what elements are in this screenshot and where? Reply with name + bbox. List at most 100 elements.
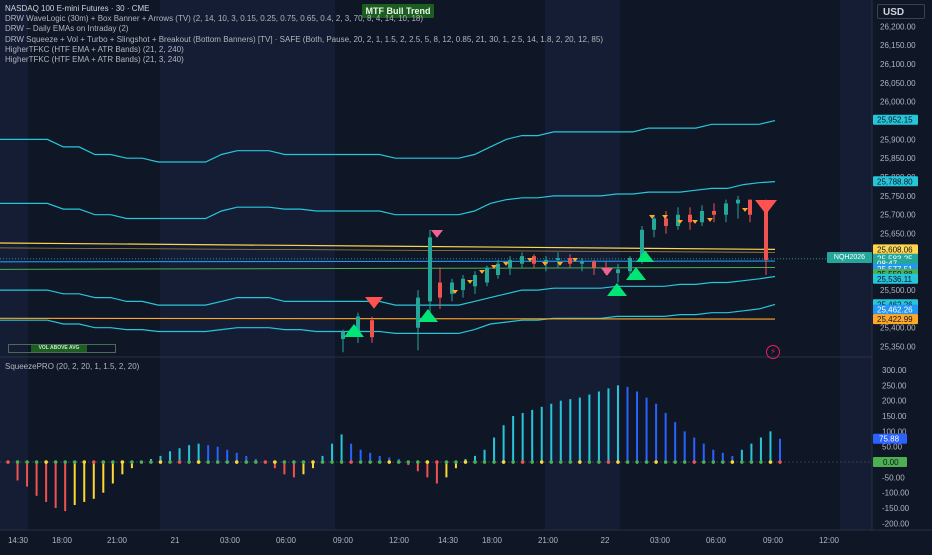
candle-body[interactable] [496,263,500,276]
candle-body[interactable] [438,282,442,298]
candle-body[interactable] [428,237,432,302]
price-label-box [873,176,918,187]
squeeze-dot [520,460,525,464]
candle-body[interactable] [712,210,716,215]
candle-body[interactable] [640,229,644,260]
candle-body[interactable] [370,320,374,338]
time-tick-label: 12:00 [819,536,840,545]
candle-body[interactable] [461,278,465,291]
candle-body[interactable] [616,269,620,274]
momentum-bar [54,462,57,509]
candle-body[interactable] [748,199,752,215]
squeeze-tick-label: 50.00 [882,443,903,452]
indicator-squeeze-banners[interactable]: DRW Squeeze + Vol + Turbo + Slingshot + … [5,34,603,44]
momentum-bar [378,455,381,463]
symbol-title[interactable]: NASDAQ 100 E-mini Futures · 30 · CME [5,4,150,13]
indicator-wavelogic[interactable]: DRW WaveLogic (30m) + Box Banner + Arrow… [5,14,423,24]
squeeze-dot [215,460,220,464]
candle-body[interactable] [580,261,584,264]
indicator-htfkc-3[interactable]: HigherTFKC (HTF EMA + ATR Bands) (21, 3,… [5,55,184,65]
squeeze-pane-title[interactable]: SqueezePRO (20, 2, 20, 1, 1.5, 2, 20) [5,362,139,371]
momentum-bar [759,437,762,463]
squeeze-dot [730,460,735,464]
candle-body[interactable] [724,203,728,215]
momentum-bar [311,462,314,469]
squeeze-tick-label: 250.00 [882,381,907,390]
legend[interactable]: NASDAQ 100 E-mini Futures · 30 · CME DRW… [5,4,603,65]
time-tick-label: 06:00 [706,536,727,545]
minor-signal-icon [542,262,548,266]
indicator-htfkc-2[interactable]: HigherTFKC (HTF EMA + ATR Bands) (21, 2,… [5,44,184,54]
candle-body[interactable] [544,259,548,264]
momentum-bar [197,443,200,463]
candle-body[interactable] [568,258,572,264]
candle-body[interactable] [520,256,524,264]
squeeze-dot [416,460,420,464]
momentum-bar [92,462,95,499]
price-tick-label: 26,050.00 [880,79,916,88]
candle-body[interactable] [764,207,768,260]
currency-button[interactable]: USD [877,4,925,19]
candle-body[interactable] [556,258,560,260]
candle-body[interactable] [356,316,360,336]
squeeze-dot [377,460,382,464]
price-tick-label: 26,000.00 [880,98,916,107]
time-tick-label: 22 [601,536,610,545]
candle-body[interactable] [473,275,477,287]
momentum-bar [712,449,715,463]
squeeze-dot [473,460,477,464]
squeeze-tick-label: -150.00 [882,504,910,513]
squeeze-dot [34,460,39,464]
price-label-text: 25,462.26 [877,306,913,315]
price-labels: 25,952.1525,788.8025,608.0625,583.2508:4… [873,114,918,468]
candle-body[interactable] [652,218,656,230]
bull-arrow-icon [626,267,646,280]
squeeze-dot [625,460,630,464]
session-shade-0 [0,0,28,530]
candle-body[interactable] [736,199,740,204]
candle-body[interactable] [508,259,512,268]
candle-body[interactable] [592,261,596,268]
session-shade-1 [160,0,335,530]
squeeze-dot [463,460,468,464]
momentum-bar [664,412,667,463]
candle-body[interactable] [341,331,345,340]
squeeze-dot [492,460,496,464]
candle-body[interactable] [688,214,692,223]
bear-arrow-icon [755,200,777,215]
candlestick-series[interactable] [341,195,768,353]
squeeze-dot [759,460,763,464]
candle-body[interactable] [532,256,536,264]
indicator-lines [0,120,872,334]
momentum-bar [83,462,86,502]
candle-body[interactable] [450,282,454,294]
time-tick-label: 21 [171,536,180,545]
squeeze-dot [339,460,344,464]
squeeze-dot [120,460,125,464]
indicator-daily-emas[interactable]: DRW – Daily EMAs on Intraday (2) [5,24,129,34]
candle-body[interactable] [416,297,420,328]
candle-body[interactable] [664,218,668,227]
momentum-bar [416,462,419,472]
price-tick-label: 25,650.00 [880,230,916,239]
momentum-bar [731,455,734,463]
price-label-text: 25,608.06 [877,245,913,254]
price-label-box [873,114,918,125]
squeeze-dot [177,460,182,464]
candle-body[interactable] [628,258,632,272]
squeeze-dot [454,460,458,464]
candle-body[interactable] [485,267,489,283]
momentum-bar [130,462,133,469]
ema-orange-line [0,317,776,320]
squeeze-dot [149,460,153,464]
momentum-bar [350,443,353,463]
replay-icon[interactable]: ⚡ [766,345,780,359]
time-axis[interactable]: 14:30 18:00 21:00 21 03:00 06:00 09:00 12:00 14:… [8,536,840,545]
candle-body[interactable] [700,210,704,223]
momentum-bar [493,437,496,463]
squeeze-dot [254,460,258,464]
price-label-text: 25,536.11 [877,275,913,284]
